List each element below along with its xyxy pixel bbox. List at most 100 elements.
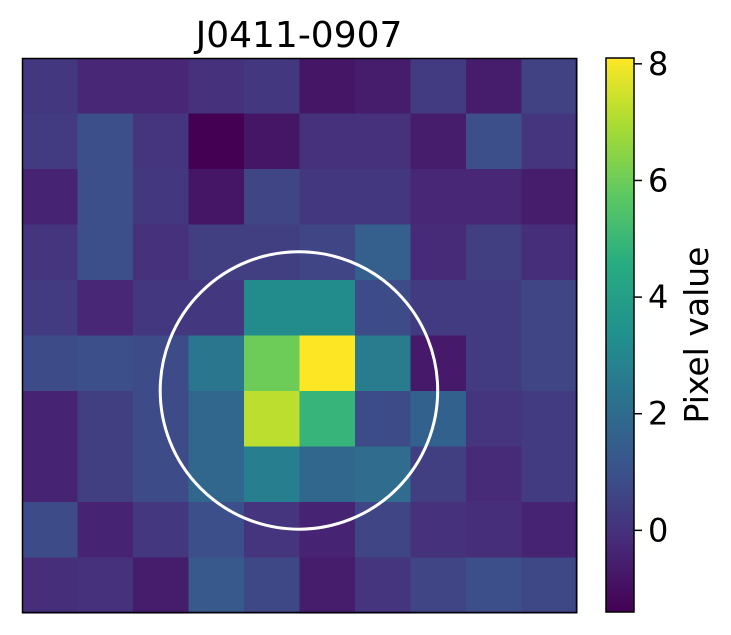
heatmap-cell — [410, 169, 467, 226]
heatmap-cell — [77, 391, 134, 448]
heatmap-cell — [410, 58, 467, 115]
heatmap-cell — [133, 169, 190, 226]
heatmap-cell — [188, 557, 245, 614]
heatmap-cell — [22, 391, 79, 448]
heatmap-cell — [77, 224, 134, 281]
heatmap-cell — [299, 557, 356, 614]
heatmap-cell — [133, 446, 190, 503]
heatmap-cell — [466, 335, 523, 392]
heatmap-cell — [521, 335, 578, 392]
heatmap-cell — [133, 113, 190, 170]
aperture-circle — [158, 250, 440, 531]
heatmap-cell — [299, 113, 356, 170]
colorbar-tick-label: 2 — [648, 395, 668, 433]
colorbar-tick-label: 4 — [648, 278, 668, 316]
heatmap-cell — [466, 113, 523, 170]
heatmap-cell — [77, 557, 134, 614]
heatmap-cell — [299, 169, 356, 226]
heatmap-cell — [22, 557, 79, 614]
heatmap-grid — [22, 58, 578, 614]
heatmap-cell — [521, 113, 578, 170]
heatmap-cell — [410, 446, 467, 503]
heatmap-cell — [355, 169, 412, 226]
heatmap-cell — [466, 391, 523, 448]
colorbar — [606, 58, 634, 612]
heatmap-cell — [244, 280, 301, 337]
heatmap-cell — [466, 557, 523, 614]
heatmap-cell — [355, 391, 412, 448]
heatmap-cell — [22, 502, 79, 559]
heatmap-cell — [22, 280, 79, 337]
heatmap-cell — [521, 224, 578, 281]
heatmap-cell — [22, 446, 79, 503]
heatmap-cell — [188, 58, 245, 115]
heatmap-cell — [188, 335, 245, 392]
heatmap-cell — [299, 446, 356, 503]
heatmap-cell — [410, 502, 467, 559]
heatmap-cell — [521, 502, 578, 559]
heatmap-cell — [466, 58, 523, 115]
heatmap-cell — [188, 502, 245, 559]
heatmap-cell — [77, 446, 134, 503]
heatmap-cell — [77, 335, 134, 392]
heatmap-cell — [244, 58, 301, 115]
heatmap-cell — [133, 224, 190, 281]
heatmap-cell — [77, 58, 134, 115]
heatmap-cell — [355, 446, 412, 503]
heatmap-cell — [133, 280, 190, 337]
colorbar-frame — [605, 57, 635, 613]
heatmap-cell — [244, 391, 301, 448]
heatmap-cell — [299, 335, 356, 392]
colorbar-tick-label: 0 — [648, 511, 668, 549]
heatmap-cell — [244, 557, 301, 614]
heatmap-cell — [188, 113, 245, 170]
colorbar-tick-label: 6 — [648, 161, 668, 199]
heatmap-cell — [22, 335, 79, 392]
heatmap-cell — [22, 169, 79, 226]
heatmap-cell — [466, 169, 523, 226]
heatmap-cell — [244, 335, 301, 392]
heatmap-cell — [188, 169, 245, 226]
heatmap-cell — [299, 391, 356, 448]
heatmap-cell — [521, 446, 578, 503]
heatmap-cell — [244, 169, 301, 226]
heatmap-cell — [410, 557, 467, 614]
heatmap-cell — [521, 169, 578, 226]
colorbar-label: Pixel value — [677, 247, 716, 424]
heatmap-cell — [244, 113, 301, 170]
plot-frame — [21, 57, 578, 614]
heatmap-cell — [466, 224, 523, 281]
heatmap-cell — [355, 335, 412, 392]
heatmap-cell — [521, 557, 578, 614]
heatmap-cell — [77, 502, 134, 559]
heatmap-cell — [133, 58, 190, 115]
heatmap-cell — [355, 224, 412, 281]
heatmap-cell — [410, 224, 467, 281]
colorbar-ticks: 8 6 4 2 0 — [634, 45, 668, 549]
heatmap-cell — [77, 113, 134, 170]
chart-title: J0411-0907 — [194, 15, 403, 56]
colorbar-tick-label: 8 — [648, 45, 668, 83]
heatmap-cell — [355, 502, 412, 559]
heatmap-cell — [521, 280, 578, 337]
heatmap-cell — [410, 113, 467, 170]
heatmap-cell — [188, 224, 245, 281]
heatmap-cell — [299, 58, 356, 115]
heatmap-cell — [22, 224, 79, 281]
heatmap-cell — [299, 280, 356, 337]
heatmap-cell — [77, 169, 134, 226]
heatmap-cell — [355, 58, 412, 115]
heatmap-cell — [133, 502, 190, 559]
heatmap-cell — [355, 113, 412, 170]
heatmap-cell — [77, 280, 134, 337]
heatmap-cell — [22, 58, 79, 115]
heatmap-cell — [466, 280, 523, 337]
heatmap-cell — [410, 280, 467, 337]
heatmap-cell — [466, 502, 523, 559]
heatmap-cell — [188, 391, 245, 448]
heatmap-cell — [133, 557, 190, 614]
heatmap-cell — [244, 446, 301, 503]
heatmap-cell — [188, 280, 245, 337]
heatmap-cell — [22, 113, 79, 170]
